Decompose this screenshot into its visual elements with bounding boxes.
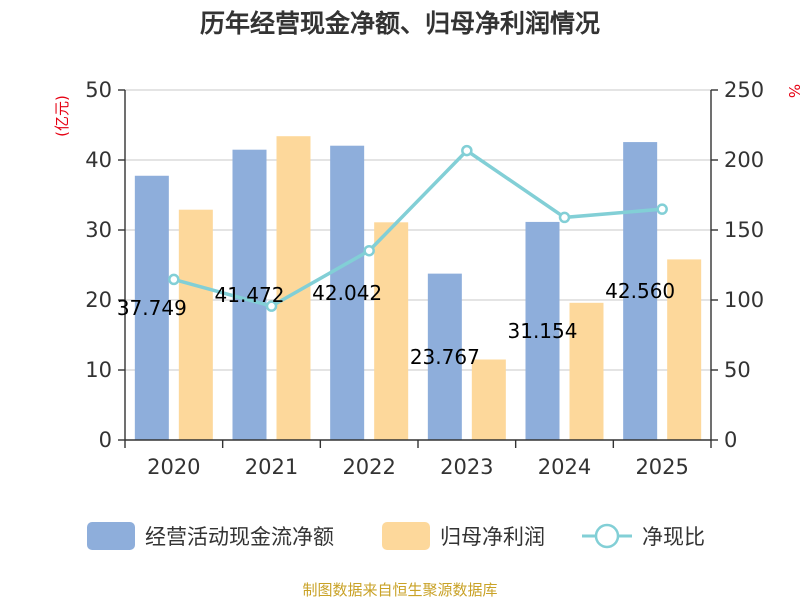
- x-tick-label: 2025: [635, 455, 688, 479]
- right-tick-label: 50: [724, 358, 751, 382]
- left-tick-label: 0: [99, 428, 112, 452]
- legend-cashflow-swatch: [87, 522, 135, 550]
- left-tick-label: 10: [85, 358, 112, 382]
- cashflow-data-label: 37.749: [117, 296, 187, 320]
- legend-ratio-label: 净现比: [642, 525, 705, 549]
- cashflow-data-label: 31.154: [508, 319, 578, 343]
- ratio-point: [461, 144, 473, 157]
- left-tick-label: 20: [85, 288, 112, 312]
- ratio-point: [656, 203, 668, 215]
- net-profit-bar: [667, 259, 702, 440]
- cashflow-bar: [525, 221, 560, 440]
- legend: 经营活动现金流净额 归母净利润 净现比: [87, 522, 705, 550]
- ratio-line-group: [168, 144, 668, 312]
- right-tick-label: 250: [724, 78, 764, 102]
- legend-net-profit-label: 归母净利润: [440, 525, 545, 549]
- right-tick-label: 200: [724, 148, 764, 172]
- cashflow-data-label: 42.042: [312, 281, 382, 305]
- cashflow-bar: [623, 142, 658, 440]
- legend-ratio-marker: [594, 523, 620, 549]
- right-axis-unit: %: [785, 84, 800, 98]
- cashflow-data-label: 41.472: [215, 283, 285, 307]
- cashflow-bar: [232, 149, 267, 441]
- ratio-point: [265, 300, 278, 312]
- x-tick-label: 2022: [342, 455, 395, 479]
- legend-cashflow-label: 经营活动现金流净额: [145, 525, 334, 549]
- legend-net-profit-swatch: [382, 522, 430, 550]
- left-tick-label: 40: [85, 148, 112, 172]
- right-tick-label: 0: [724, 428, 737, 452]
- ratio-line: [173, 148, 663, 309]
- source-note: 制图数据来自恒生聚源数据库: [302, 581, 497, 599]
- right-tick-label: 100: [724, 288, 764, 312]
- x-tick-label: 2021: [245, 455, 298, 479]
- ratio-point: [558, 211, 571, 224]
- chart-title: 历年经营现金净额、归母净利润情况: [200, 9, 600, 38]
- net-profit-bar: [374, 222, 409, 440]
- x-tick-label: 2023: [440, 455, 493, 479]
- cashflow-data-label: 23.767: [410, 345, 480, 369]
- net-profit-bar: [178, 209, 213, 440]
- right-tick-label: 150: [724, 218, 764, 242]
- net-profit-bar: [471, 359, 506, 440]
- left-tick-label: 50: [85, 78, 112, 102]
- left-axis-unit: (亿元): [53, 95, 71, 137]
- bar-series-group: [134, 136, 702, 441]
- ratio-point: [168, 273, 180, 286]
- gridlines: [125, 89, 711, 371]
- cashflow-bar: [330, 145, 365, 440]
- cashflow-bar: [427, 273, 462, 440]
- axes: 0 10 20 30 40 50 0 50 100 150 200 250 2020 2021 2022 20…: [85, 78, 764, 479]
- net-profit-bar: [569, 302, 604, 440]
- x-tick-label: 2020: [147, 455, 200, 479]
- left-tick-label: 30: [85, 218, 112, 242]
- x-tick-label: 2024: [538, 455, 591, 479]
- cashflow-bar: [134, 175, 169, 440]
- cashflow-data-label: 42.560: [605, 279, 675, 303]
- ratio-point: [363, 244, 375, 257]
- data-labels: 37.749 41.472 42.042 23.767 31.154 42.560: [117, 279, 675, 369]
